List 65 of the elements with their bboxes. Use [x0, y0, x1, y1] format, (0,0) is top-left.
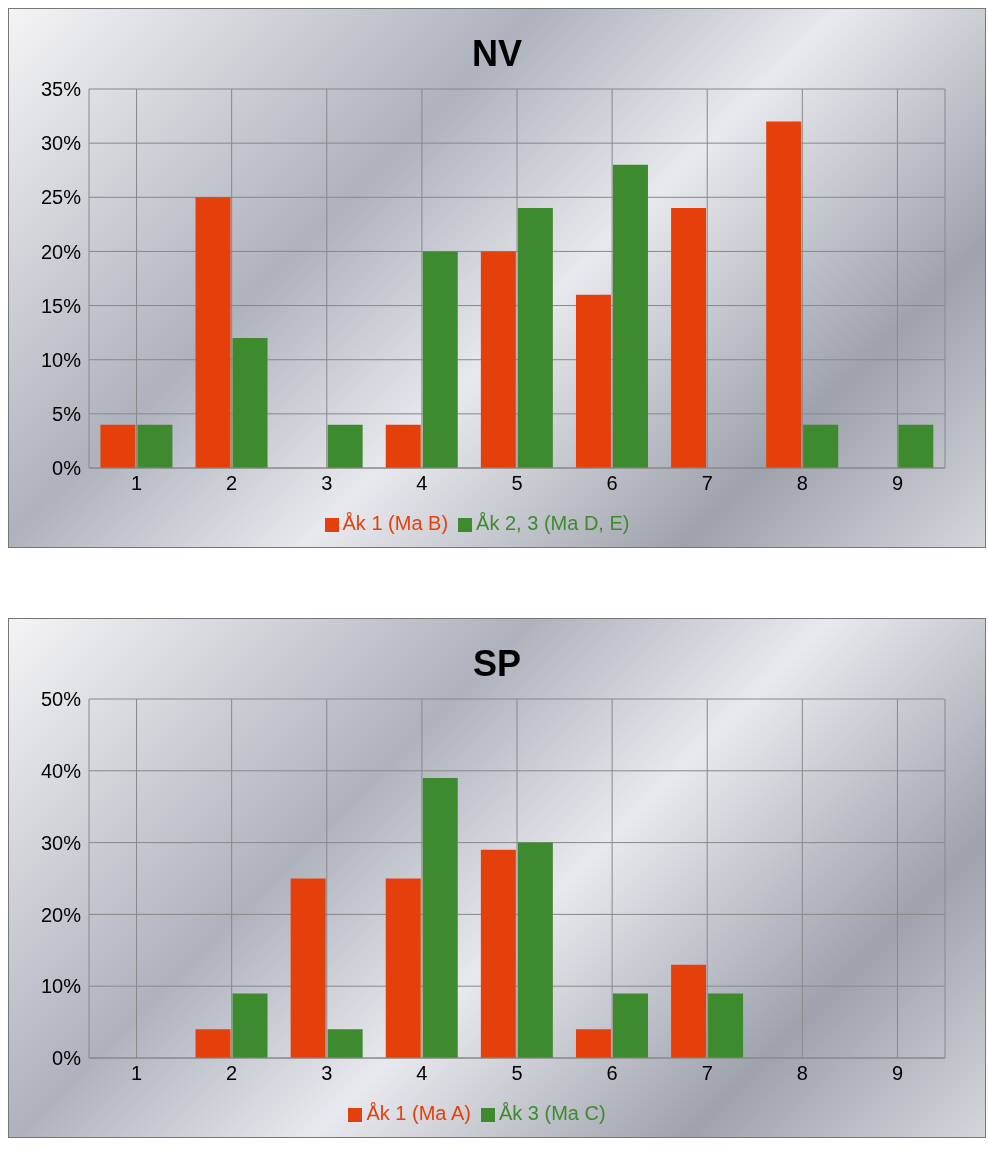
y-tick-label: 30% — [40, 132, 82, 155]
bar — [480, 849, 516, 1058]
bar — [671, 964, 707, 1058]
x-tick-label: 4 — [416, 472, 428, 495]
x-tick-label: 3 — [321, 472, 333, 495]
bar — [232, 993, 268, 1058]
bar — [195, 1029, 231, 1058]
bar — [422, 777, 458, 1058]
x-tick-label: 1 — [130, 472, 143, 495]
x-tick-label: 2 — [226, 472, 238, 495]
legend-label: Åk 1 (Ma B) — [342, 512, 449, 534]
bar — [898, 424, 934, 468]
bar — [671, 208, 707, 468]
bar — [803, 424, 839, 468]
chart-title: NV — [471, 32, 523, 76]
y-tick-label: 25% — [40, 186, 82, 209]
x-tick-label: 1 — [130, 1062, 143, 1085]
bar — [517, 842, 553, 1058]
x-tick-label: 3 — [321, 1062, 333, 1085]
y-tick-label: 0% — [52, 457, 82, 480]
x-tick-label: 9 — [891, 472, 904, 495]
y-tick-label: 15% — [40, 294, 82, 317]
y-tick-label: 30% — [40, 831, 82, 854]
y-tick-label: 20% — [40, 240, 82, 263]
x-tick-label: 8 — [796, 472, 808, 495]
x-tick-label: 5 — [511, 472, 523, 495]
bar — [327, 424, 363, 468]
x-tick-label: 5 — [511, 1062, 523, 1085]
bar — [575, 294, 611, 468]
bar — [195, 197, 231, 468]
y-tick-label: 0% — [52, 1047, 82, 1070]
bar — [137, 424, 173, 468]
x-tick-label: 4 — [416, 1062, 428, 1085]
x-tick-label: 7 — [701, 472, 713, 495]
x-tick-label: 2 — [226, 1062, 238, 1085]
bar — [290, 878, 326, 1058]
legend-label: Åk 2, 3 (Ma D, E) — [476, 512, 630, 534]
bar — [517, 208, 553, 468]
bar — [385, 878, 421, 1058]
bar — [100, 424, 136, 468]
y-tick-label: 10% — [40, 348, 82, 371]
x-tick-label: 9 — [891, 1062, 904, 1085]
chart-title: SP — [472, 642, 522, 686]
y-tick-label: 40% — [40, 759, 82, 782]
bar — [422, 251, 458, 468]
bar — [612, 164, 648, 468]
y-tick-label: 20% — [40, 903, 82, 926]
legend-label: Åk 3 (Ma C) — [498, 1102, 606, 1124]
bar — [708, 993, 744, 1058]
bar — [327, 1029, 363, 1058]
bar — [232, 338, 268, 468]
bar — [575, 1029, 611, 1058]
x-tick-label: 7 — [701, 1062, 713, 1085]
x-tick-label: 8 — [796, 1062, 808, 1085]
y-tick-label: 50% — [40, 688, 82, 711]
bar — [612, 993, 648, 1058]
x-tick-label: 6 — [606, 1062, 618, 1085]
bar — [385, 424, 421, 468]
bar — [480, 251, 516, 468]
x-tick-label: 6 — [606, 472, 618, 495]
bar — [766, 121, 802, 468]
y-tick-label: 10% — [40, 975, 82, 998]
legend-label: Åk 1 (Ma A) — [366, 1102, 471, 1124]
y-tick-label: 5% — [52, 402, 82, 425]
y-tick-label: 35% — [40, 78, 82, 101]
